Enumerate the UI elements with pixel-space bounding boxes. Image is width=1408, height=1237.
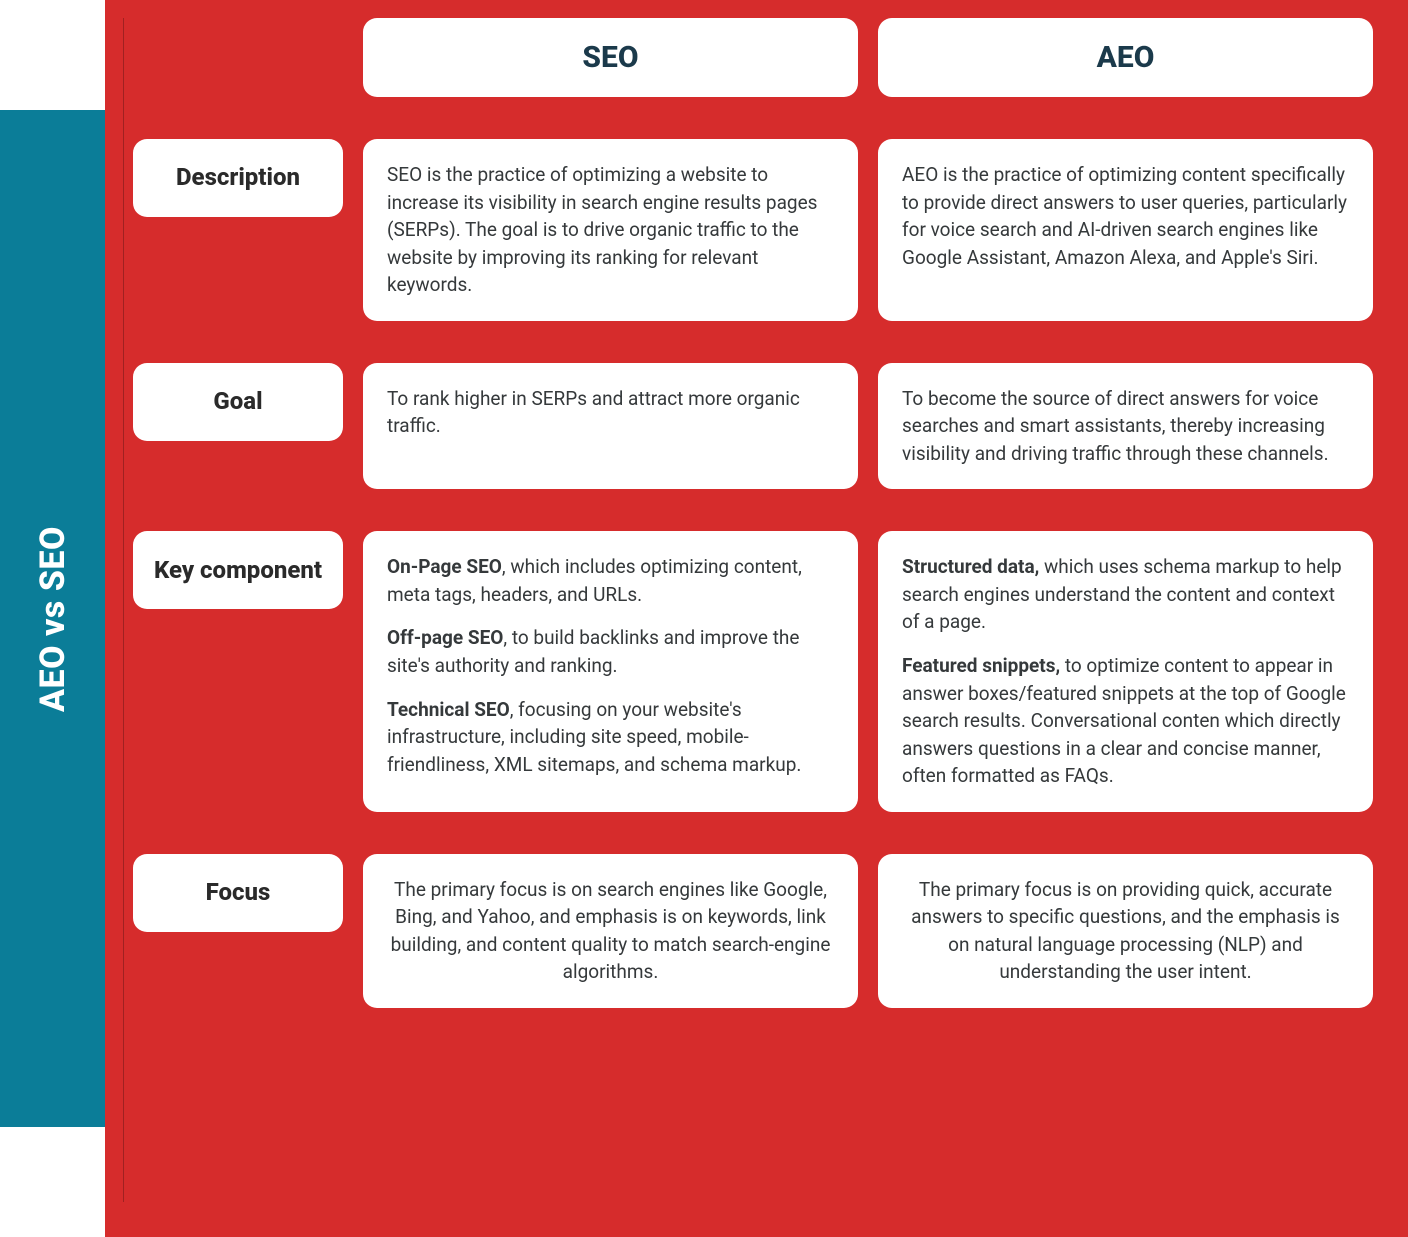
kc-seo-p1-bold: On-Page SEO bbox=[387, 555, 502, 578]
row-label-key-component: Key component bbox=[133, 531, 343, 609]
kc-seo-p2: Off-page SEO, to build backlinks and imp… bbox=[387, 624, 834, 679]
vertical-divider bbox=[123, 18, 124, 1202]
infographic-container: AEO vs SEO SEO AEO Description SEO is th… bbox=[0, 0, 1408, 1237]
cell-goal-seo: To rank higher in SERPs and attract more… bbox=[363, 363, 858, 490]
comparison-grid: SEO AEO Description SEO is the practice … bbox=[133, 18, 1373, 1008]
kc-aeo-p2: Featured snippets, to optimize content t… bbox=[902, 652, 1349, 790]
kc-seo-p3-bold: Technical SEO bbox=[387, 698, 510, 721]
row-label-goal: Goal bbox=[133, 363, 343, 441]
column-header-seo: SEO bbox=[363, 18, 858, 97]
cell-focus-aeo: The primary focus is on providing quick,… bbox=[878, 854, 1373, 1008]
kc-seo-p2-bold: Off-page SEO bbox=[387, 626, 503, 649]
kc-seo-p3: Technical SEO, focusing on your website'… bbox=[387, 696, 834, 779]
row-label-description: Description bbox=[133, 139, 343, 217]
kc-aeo-p1-bold: Structured data, bbox=[902, 555, 1039, 578]
row-label-focus: Focus bbox=[133, 854, 343, 932]
sidebar: AEO vs SEO bbox=[0, 110, 105, 1127]
kc-seo-p1: On-Page SEO, which includes optimizing c… bbox=[387, 553, 834, 608]
cell-description-seo: SEO is the practice of optimizing a webs… bbox=[363, 139, 858, 321]
cell-goal-aeo: To become the source of direct answers f… bbox=[878, 363, 1373, 490]
cell-key-component-aeo: Structured data, which uses schema marku… bbox=[878, 531, 1373, 811]
header-spacer bbox=[133, 18, 343, 97]
cell-focus-seo: The primary focus is on search engines l… bbox=[363, 854, 858, 1008]
sidebar-title: AEO vs SEO bbox=[33, 526, 73, 712]
cell-description-aeo: AEO is the practice of optimizing conten… bbox=[878, 139, 1373, 321]
main-panel: SEO AEO Description SEO is the practice … bbox=[105, 0, 1408, 1237]
column-header-aeo: AEO bbox=[878, 18, 1373, 97]
cell-key-component-seo: On-Page SEO, which includes optimizing c… bbox=[363, 531, 858, 811]
kc-aeo-p1: Structured data, which uses schema marku… bbox=[902, 553, 1349, 636]
kc-aeo-p2-bold: Featured snippets, bbox=[902, 654, 1060, 677]
